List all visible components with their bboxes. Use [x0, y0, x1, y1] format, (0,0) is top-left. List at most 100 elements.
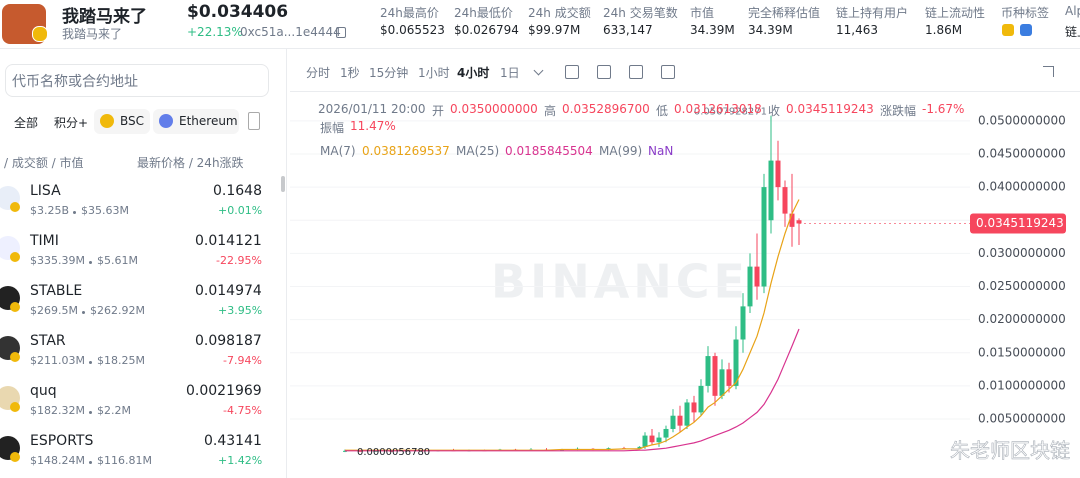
y-tick-label: 0.0250000000	[978, 279, 1066, 293]
price-change: +22.13%	[187, 25, 243, 39]
token-mcap: $35.63M	[81, 204, 129, 217]
field-label: 低	[656, 104, 669, 118]
candle-body	[775, 160, 781, 188]
y-tick-label: 0.0050000000	[978, 412, 1066, 426]
token-symbol[interactable]: TIMI	[30, 233, 59, 249]
copy-icon[interactable]	[336, 27, 346, 38]
candle-body	[740, 306, 746, 340]
last-price-label: 0.0345119243	[976, 216, 1064, 230]
token-price: 0.098187	[195, 333, 262, 349]
chain-badge	[10, 302, 20, 312]
token-mcap: $2.2M	[97, 404, 131, 417]
stat-label: 24h 成交额	[528, 6, 591, 20]
stat-label: 24h 交易笔数	[603, 6, 678, 20]
candle-body	[754, 266, 760, 287]
interval-tab[interactable]: 分时	[306, 66, 331, 80]
field-value: 0.0345119243	[786, 102, 874, 116]
candle-body	[656, 437, 662, 443]
candle-time: 2026/01/11 20:00	[318, 102, 426, 116]
y-tick-label: 0.0450000000	[978, 146, 1066, 160]
token-price: 0.0021969	[186, 383, 262, 399]
tag-icon	[1020, 24, 1032, 36]
candle-body	[719, 369, 725, 396]
field-value: 0.0312613018	[674, 102, 762, 116]
tool-icon[interactable]	[565, 65, 579, 79]
tool-icon[interactable]	[661, 65, 675, 79]
tool-icon[interactable]	[629, 65, 643, 79]
ma-line	[345, 199, 800, 451]
token-change: +1.42%	[218, 454, 263, 467]
search-placeholder[interactable]: 代币名称或合约地址	[12, 74, 138, 90]
candle-body	[649, 435, 655, 443]
interval-tab[interactable]: 1秒	[340, 66, 360, 80]
chain-tab-label[interactable]: 全部	[14, 116, 39, 130]
token-subname: 我踏马来了	[62, 27, 123, 41]
field-label: 开	[432, 104, 445, 118]
interval-tab[interactable]: 1小时	[418, 66, 450, 80]
y-tick-label: 0.0150000000	[978, 345, 1066, 359]
search-box[interactable]	[5, 64, 269, 97]
token-volume: $335.39M	[30, 254, 85, 267]
chain-tab-label[interactable]: 积分+	[54, 116, 89, 130]
token-symbol[interactable]: quq	[30, 383, 57, 399]
tab-more[interactable]	[248, 112, 260, 130]
field-value: 11.47%	[350, 119, 396, 133]
chain-badge	[10, 452, 20, 462]
token-change: -7.94%	[223, 354, 262, 367]
interval-tab[interactable]: 4小时	[457, 66, 490, 80]
field-value: 0.0350000000	[450, 102, 538, 116]
token-volume: $148.24M	[30, 454, 85, 467]
candle-body	[698, 385, 704, 413]
candle-body	[789, 213, 795, 227]
stat-value: $99.97M	[528, 23, 581, 37]
field-label: 高	[544, 104, 557, 118]
field-label: 振幅	[320, 121, 345, 135]
token-volume: $3.25B	[30, 204, 70, 217]
stat-label: 完全稀释估值	[748, 6, 821, 20]
chain-tab-label[interactable]: Ethereum	[179, 114, 238, 128]
chain-icon	[100, 114, 114, 128]
candle-body	[768, 160, 774, 221]
candle-body	[684, 402, 690, 426]
stat-label: 24h最低价	[454, 6, 513, 20]
candle-body	[712, 356, 718, 396]
token-price: 0.1648	[213, 183, 262, 199]
interval-tab[interactable]: 15分钟	[369, 66, 409, 80]
token-symbol[interactable]: STABLE	[30, 283, 83, 299]
chain-badge	[10, 352, 20, 362]
interval-tab[interactable]: 1日	[500, 66, 520, 80]
chain-tab-label[interactable]: BSC	[120, 114, 145, 128]
divider	[0, 48, 1080, 49]
token-price: $0.034406	[187, 2, 289, 22]
stat-value: 链上	[1065, 25, 1080, 39]
token-symbol[interactable]: STAR	[30, 333, 66, 349]
candle-body	[761, 187, 767, 287]
candle-body	[677, 415, 683, 426]
stat-label: 24h最高价	[380, 6, 439, 20]
token-symbol[interactable]: ESPORTS	[30, 433, 94, 449]
chain-badge	[32, 26, 48, 42]
candle-body	[642, 435, 648, 447]
stat-value: 1.86M	[925, 23, 963, 37]
low-marker: 0.0000056780	[357, 447, 430, 458]
token-symbol[interactable]: LISA	[30, 183, 61, 199]
tool-icon[interactable]	[597, 65, 611, 79]
token-mcap: $262.92M	[90, 304, 145, 317]
token-price: 0.43141	[204, 433, 262, 449]
price-chart: BINANCE 0.0500000000 0.0450000000 0.0400000…	[290, 107, 1070, 463]
chain-badge	[10, 252, 20, 262]
candle-body	[733, 339, 739, 386]
token-volume: $182.32M	[30, 404, 85, 417]
candle-body	[670, 415, 676, 429]
chain-badge	[10, 202, 20, 212]
dropdown[interactable]	[533, 65, 544, 76]
stat-value: $0.026794	[454, 23, 519, 37]
token-change: +3.95%	[218, 304, 263, 317]
column-header: / 成交额 / 市值	[4, 156, 84, 170]
fullscreen-icon[interactable]	[1043, 66, 1054, 77]
stat-label: Alp	[1065, 4, 1080, 18]
ma-label: MA(7)	[320, 144, 356, 158]
token-mcap: $5.61M	[97, 254, 138, 267]
stat-label: 链上流动性	[925, 6, 986, 20]
